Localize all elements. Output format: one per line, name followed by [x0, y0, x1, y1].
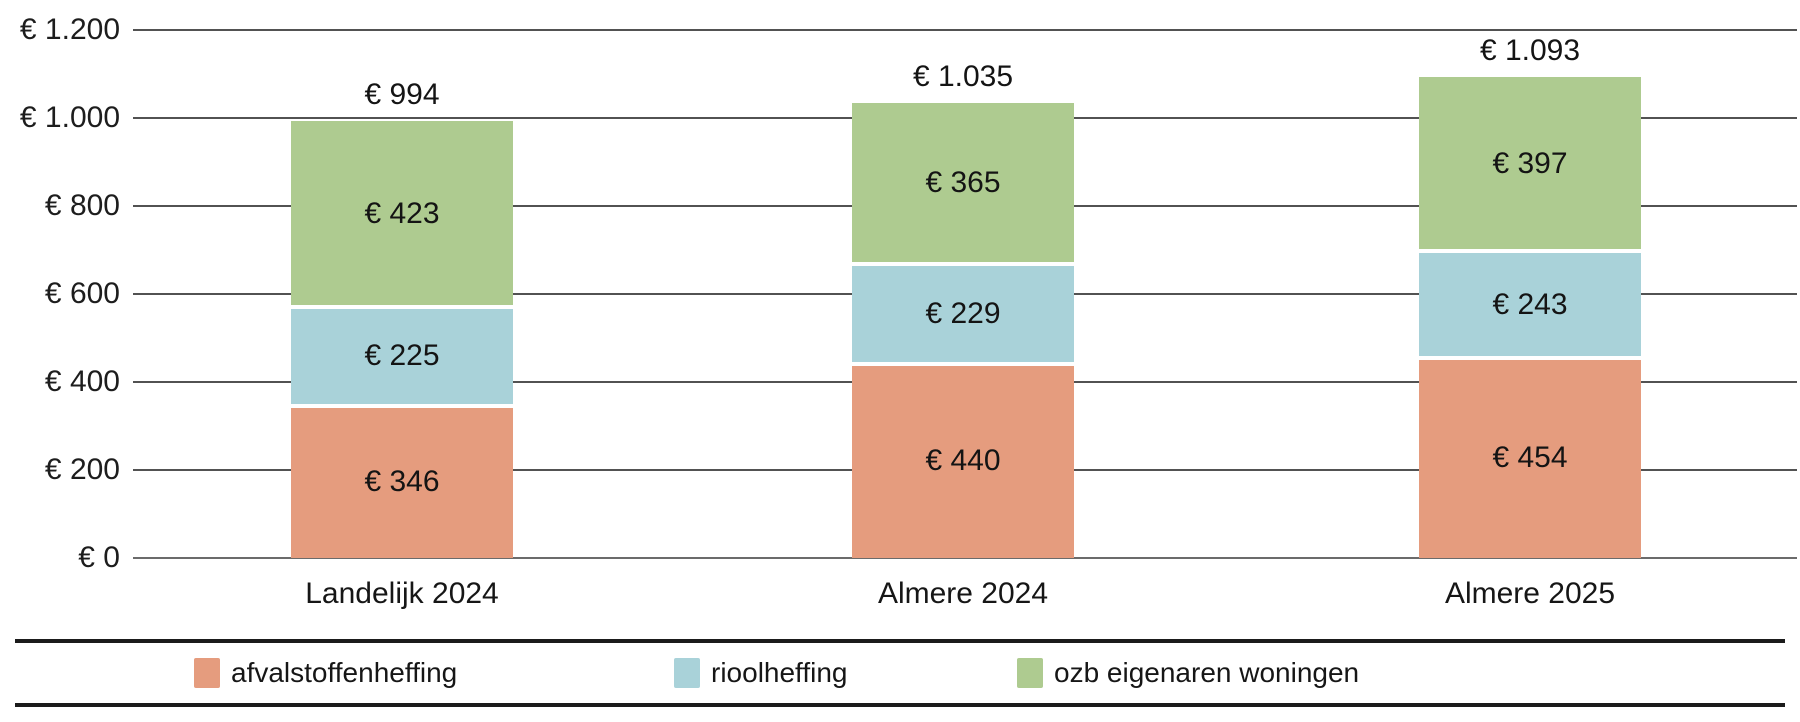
legend-item-rioolheffing: rioolheffing: [674, 655, 847, 691]
segment-value-label: € 454: [1492, 441, 1568, 475]
legend-swatch-icon: [194, 658, 220, 688]
segment-value-label: € 229: [925, 297, 1001, 331]
x-category-label: Landelijk 2024: [305, 577, 499, 610]
bar-segment-afvalstoffenheffing: [852, 364, 1074, 558]
y-tick-label: € 200: [44, 453, 120, 486]
segment-value-label: € 440: [925, 444, 1001, 478]
bar-segment-ozb-eigenaren-woningen: [291, 120, 513, 307]
legend-bottom-rule: [15, 703, 1785, 707]
bar-total-label: € 994: [364, 77, 440, 111]
legend-swatch-icon: [674, 658, 700, 688]
legend-item-ozb-eigenaren-woningen: ozb eigenaren woningen: [1017, 655, 1359, 691]
y-tick-label: € 400: [44, 365, 120, 398]
segment-value-label: € 423: [364, 196, 440, 230]
legend-top-rule: [15, 639, 1785, 643]
bar-segment-afvalstoffenheffing: [291, 405, 513, 558]
bar-segment-rioolheffing: [1419, 251, 1641, 359]
gridline-0: [133, 557, 1797, 559]
bar-segment-rioolheffing: [291, 306, 513, 406]
y-tick-label: € 1.000: [19, 101, 120, 134]
x-category-label: Almere 2025: [1444, 577, 1616, 610]
y-tick-label: € 0: [78, 541, 120, 574]
legend-item-afvalstoffenheffing: afvalstoffenheffing: [194, 655, 457, 691]
bar-total-label: € 1.035: [912, 60, 1014, 94]
y-tick-label: € 1.200: [19, 13, 120, 46]
legend-swatch-icon: [1017, 658, 1043, 688]
bar-segment-ozb-eigenaren-woningen: [852, 103, 1074, 264]
bar-segment-ozb-eigenaren-woningen: [1419, 76, 1641, 252]
bar-segment-afvalstoffenheffing: [1419, 358, 1641, 558]
segment-separator: [291, 403, 513, 408]
segment-value-label: € 243: [1492, 287, 1568, 321]
legend-item-label: ozb eigenaren woningen: [1054, 657, 1360, 688]
segment-separator: [291, 304, 513, 309]
x-category-label: Almere 2024: [877, 577, 1049, 610]
gridline-1200: [133, 29, 1797, 31]
segment-separator: [1419, 249, 1641, 254]
segment-separator: [852, 362, 1074, 367]
bar-segment-rioolheffing: [852, 263, 1074, 365]
bar-total-label: € 1.093: [1479, 33, 1581, 67]
legend-item-label: afvalstoffenheffing: [231, 657, 458, 688]
y-tick-label: € 800: [44, 189, 120, 222]
segment-value-label: € 225: [364, 339, 440, 373]
segment-value-label: € 346: [364, 464, 440, 498]
legend-item-label: rioolheffing: [711, 657, 848, 688]
segment-value-label: € 365: [925, 166, 1001, 200]
y-tick-label: € 600: [44, 277, 120, 310]
segment-value-label: € 397: [1492, 146, 1568, 180]
segment-separator: [1419, 356, 1641, 361]
segment-separator: [852, 261, 1074, 266]
